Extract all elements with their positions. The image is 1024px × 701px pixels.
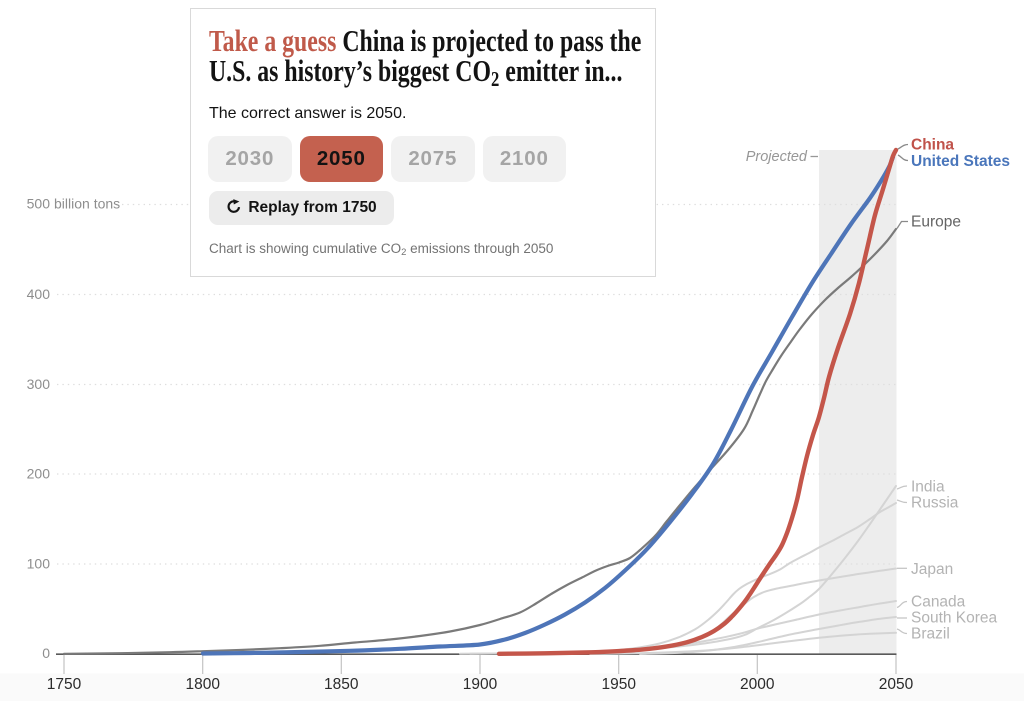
svg-text:2050: 2050 (879, 676, 914, 693)
svg-text:Brazil: Brazil (911, 626, 950, 643)
svg-text:Europe: Europe (911, 214, 961, 231)
svg-text:1850: 1850 (324, 676, 359, 693)
svg-text:Projected: Projected (746, 149, 808, 165)
svg-text:1750: 1750 (47, 676, 82, 693)
svg-text:Japan: Japan (911, 561, 953, 578)
svg-text:1950: 1950 (601, 676, 636, 693)
svg-text:China: China (911, 137, 954, 154)
svg-text:billion tons: billion tons (54, 196, 120, 212)
svg-text:2000: 2000 (740, 676, 775, 693)
svg-text:300: 300 (27, 376, 51, 392)
svg-text:1900: 1900 (463, 676, 498, 693)
svg-text:Canada: Canada (911, 594, 966, 611)
svg-text:Russia: Russia (911, 495, 959, 512)
svg-text:South Korea: South Korea (911, 610, 998, 627)
svg-text:500: 500 (27, 196, 51, 212)
svg-text:400: 400 (27, 286, 51, 302)
svg-text:0: 0 (42, 645, 50, 661)
svg-text:1800: 1800 (185, 676, 220, 693)
svg-text:India: India (911, 479, 945, 496)
svg-text:100: 100 (27, 555, 51, 571)
svg-text:200: 200 (27, 465, 51, 481)
svg-text:United States: United States (911, 153, 1010, 170)
